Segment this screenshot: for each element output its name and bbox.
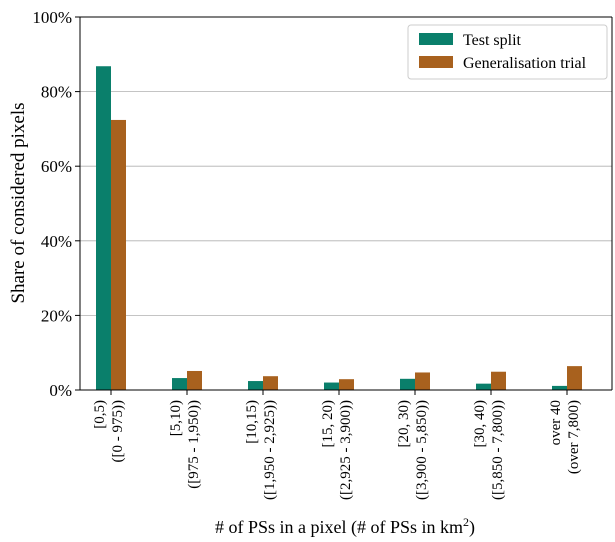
x-axis-label-superscript: 2 [463,515,469,529]
bar-generalisation-trial [111,119,126,390]
legend-label: Test split [463,32,522,49]
x-tick-label: [5,10) ([975 - 1,950)) [168,400,202,489]
x-tick-label: [15, 20) ([2,925 - 3,900)) [320,400,354,500]
legend-swatch [419,33,453,45]
bar-generalisation-trial [491,371,506,390]
x-tick-label: [20, 30) ([3,900 - 5,850)) [396,400,430,500]
axes [79,16,613,391]
x-tick-label-line: [5,10) [168,400,184,436]
legend-box [407,24,608,80]
x-tick-label-line: (over 7,800) [566,400,582,474]
bar-test-split [400,378,415,390]
bar-generalisation-trial [415,372,430,390]
bar-test-split [172,378,187,390]
x-tick-label-line: ([3,900 - 5,850)) [414,400,430,500]
x-tick-label-line: [15, 20) [320,400,336,448]
y-tick-label: 100% [32,8,72,27]
x-tick-label: [10,15) ([1,950 - 2,925)) [244,400,278,500]
x-tick-label-line: [20, 30) [396,400,412,448]
x-tick-label-line: ([975 - 1,950)) [186,400,202,489]
y-tick-label: 60% [41,157,72,176]
bar-test-split [248,381,263,390]
x-tick-label-line: [10,15) [244,400,260,444]
bar-test-split [552,385,567,390]
bar-generalisation-trial [187,370,202,390]
bar-test-split [96,66,111,391]
x-axis-label: # of PSs in a pixel (# of PSs in km2) [215,515,475,538]
x-axis-label-suffix: ) [469,517,475,538]
legend: Test split Generalisation trial [407,24,608,80]
y-tick-label: 0% [49,381,72,400]
legend-label: Generalisation trial [463,55,587,72]
y-tick-label: 80% [41,83,72,102]
x-tick-label-line: [0,5) [92,400,108,429]
x-tick-label-line: [30, 40) [472,400,488,448]
x-tick-label-line: ([2,925 - 3,900)) [338,400,354,500]
y-axis-label: Share of considered pixels [8,102,29,303]
x-tick-label: [0,5) ([0 - 975)) [92,400,126,462]
x-tick-labels: [0,5) ([0 - 975)) [5,10) ([975 - 1,950)) [10… [92,390,582,500]
x-axis-label-main: # of PSs in a pixel (# of PSs in km [215,517,463,538]
x-tick-label-line: ([0 - 975)) [110,400,126,462]
y-tick-labels: 0% 20% 40% 60% 80% 100% [32,8,80,400]
y-tick-label: 20% [41,306,72,325]
bar-test-split [324,382,339,390]
legend-swatch [419,56,453,68]
x-tick-label-line: over 40 [548,400,564,445]
y-tick-label: 40% [41,232,72,251]
x-tick-label: over 40 (over 7,800) [548,400,582,474]
x-tick-label-line: ([1,950 - 2,925)) [262,400,278,500]
x-tick-label-line: ([5,850 - 7,800)) [490,400,506,500]
bar-generalisation-trial [567,366,582,390]
bar-generalisation-trial [263,376,278,390]
bars [96,66,582,391]
bar-test-split [476,383,491,390]
grid-lines [80,91,612,316]
bar-generalisation-trial [339,379,354,390]
x-tick-label: [30, 40) ([5,850 - 7,800)) [472,400,506,500]
